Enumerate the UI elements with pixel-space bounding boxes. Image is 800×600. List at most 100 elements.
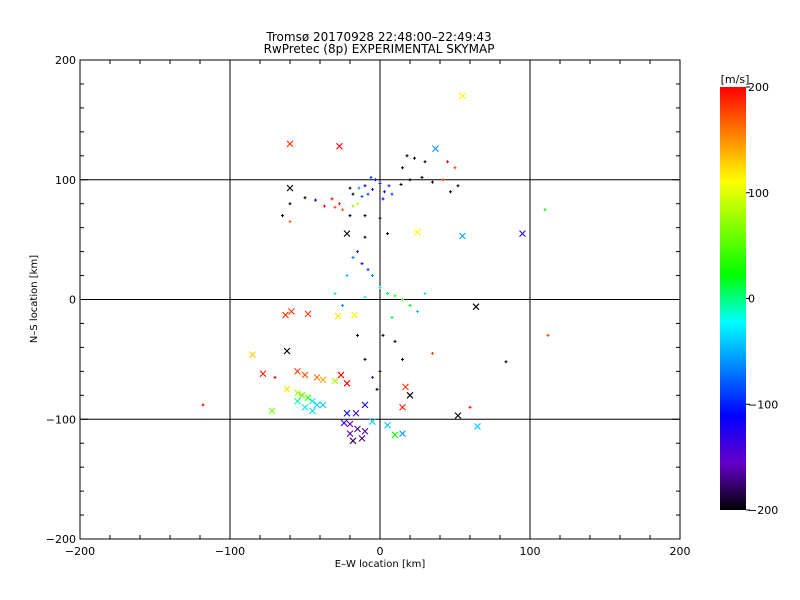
- scatter-point-plus: [351, 204, 355, 208]
- scatter-point-plus: [446, 160, 449, 164]
- scatter-point-x: [313, 373, 321, 381]
- scatter-point-x: [313, 401, 321, 409]
- scatter-point-plus: [363, 357, 367, 361]
- scatter-point-plus: [360, 195, 364, 199]
- scatter-point-x: [309, 397, 316, 405]
- scatter-point-x: [361, 427, 369, 435]
- scatter-point-x: [346, 420, 354, 428]
- scatter-point-plus: [401, 357, 404, 361]
- scatter-point-x: [358, 435, 366, 442]
- scatter-point-plus: [390, 192, 394, 196]
- scatter-point-plus: [381, 333, 385, 337]
- scatter-point-plus: [393, 294, 397, 298]
- scatter-point-x: [343, 230, 351, 238]
- scatter-point-plus: [399, 183, 403, 187]
- scatter-point-x: [319, 401, 327, 409]
- scatter-point-plus: [314, 198, 317, 202]
- scatter-point-x: [432, 145, 439, 153]
- scatter-point-plus: [504, 360, 508, 364]
- scatter-point-plus: [333, 205, 337, 209]
- scatter-point-plus: [288, 220, 292, 224]
- y-tick-label: 200: [55, 54, 76, 67]
- scatter-point-plus: [281, 214, 284, 218]
- scatter-point-plus: [405, 154, 409, 158]
- scatter-point-x: [331, 377, 339, 385]
- scatter-point-plus: [386, 292, 389, 296]
- scatter-point-plus: [431, 180, 434, 184]
- scatter-point-x: [454, 412, 462, 420]
- scatter-point-plus: [288, 202, 292, 206]
- scatter-point-x: [294, 389, 301, 397]
- scatter-point-x: [334, 312, 342, 320]
- scatter-point-x: [399, 403, 406, 411]
- scatter-point-plus: [420, 175, 424, 179]
- scatter-point-plus: [416, 309, 419, 313]
- scatter-point-plus: [348, 214, 352, 218]
- x-tick-label: 200: [670, 545, 691, 558]
- scatter-point-x: [319, 376, 327, 384]
- scatter-point-plus: [341, 208, 344, 212]
- y-tick-label: −100: [46, 413, 76, 426]
- scatter-point-x: [459, 92, 466, 100]
- scatter-point-x: [519, 230, 526, 238]
- scatter-point-plus: [375, 387, 379, 391]
- scatter-point-plus: [453, 166, 457, 170]
- scatter-point-plus: [423, 160, 427, 164]
- colorbar-tick-label: 200: [748, 81, 769, 94]
- scatter-point-x: [414, 229, 421, 236]
- scatter-point-x: [259, 370, 267, 378]
- colorbar: [720, 87, 746, 510]
- scatter-point-x: [402, 383, 409, 391]
- colorbar-tick-label: −100: [748, 398, 778, 411]
- scatter-point-plus: [378, 181, 382, 185]
- scatter-point-plus: [303, 196, 307, 200]
- scatter-point-x: [298, 391, 306, 399]
- scatter-point-x: [354, 425, 361, 433]
- scatter-point-plus: [431, 351, 434, 355]
- scatter-point-plus: [546, 333, 550, 337]
- colorbar-tick-label: 0: [748, 293, 755, 306]
- scatter-point-plus: [363, 295, 367, 299]
- scatter-point-x: [343, 409, 351, 417]
- scatter-point-x: [309, 407, 316, 415]
- scatter-point-plus: [386, 232, 389, 236]
- scatter-point-plus: [371, 274, 374, 278]
- scatter-point-plus: [363, 214, 367, 218]
- scatter-point-plus: [408, 303, 412, 307]
- scatter-point-plus: [330, 197, 334, 201]
- scatter-point-x: [282, 311, 289, 319]
- scatter-point-x: [283, 385, 291, 393]
- scatter-point-plus: [366, 192, 370, 196]
- scatter-point-plus: [383, 190, 386, 194]
- axis-ticks: −200 −100 0 100 200 −200 −100 0 100 200: [46, 54, 691, 558]
- scatter-point-plus: [401, 298, 404, 301]
- grid-lines: [80, 60, 680, 539]
- scatter-point-x: [301, 403, 309, 411]
- scatter-point-plus: [393, 339, 397, 343]
- scatter-point-plus: [374, 178, 377, 182]
- scatter-point-plus: [371, 187, 374, 191]
- scatter-point-plus: [351, 256, 355, 260]
- scatter-point-plus: [408, 178, 412, 182]
- scatter-point-plus: [371, 375, 374, 379]
- x-axis-label: E–W location [km]: [335, 559, 426, 570]
- scatter-point-plus: [201, 403, 205, 407]
- chart-title: Tromsø 20170928 22:48:00–22:49:43: [265, 30, 491, 44]
- scatter-point-plus: [356, 250, 359, 254]
- scatter-point-x: [304, 394, 312, 402]
- x-tick-label: −100: [215, 545, 245, 558]
- colorbar-tick-label: 100: [748, 187, 769, 200]
- scatter-point-plus: [543, 208, 547, 212]
- scatter-point-x: [391, 431, 399, 439]
- scatter-point-x: [286, 184, 294, 192]
- y-tick-label: 0: [69, 294, 76, 307]
- scatter-point-plus: [401, 166, 404, 170]
- scatter-point-x: [459, 232, 466, 240]
- scatter-point-x: [283, 347, 291, 355]
- scatter-point-x: [346, 430, 354, 438]
- scatter-point-plus: [345, 274, 349, 278]
- scatter-point-x: [472, 303, 480, 311]
- scatter-point-x: [288, 308, 295, 315]
- scatter-point-x: [249, 351, 256, 358]
